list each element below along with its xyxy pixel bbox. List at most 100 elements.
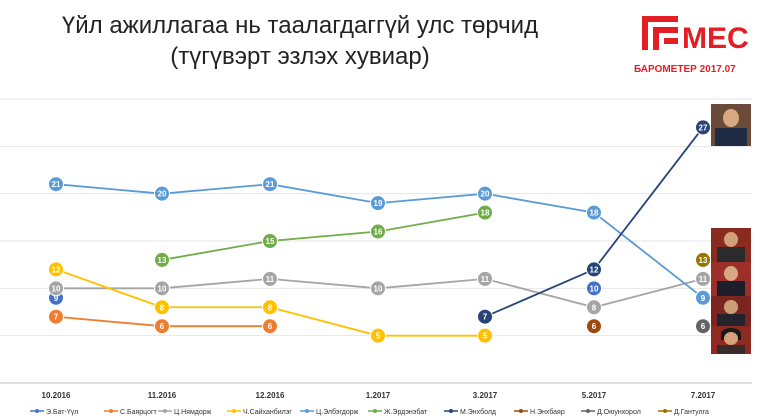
legend-label: Д.Гантулга: [674, 409, 709, 416]
logo-subtitle: БАРОМЕТЕР 2017.07: [634, 64, 736, 75]
data-label: 8: [592, 303, 597, 312]
data-point-marker: [370, 195, 386, 212]
title-line-2: (түгүвэрт эзлэх хувиар): [170, 43, 430, 70]
data-point-marker: [695, 119, 711, 136]
x-tick-label: 5.2017: [582, 391, 607, 400]
politician-photo-oyunkhorol: [711, 326, 751, 354]
legend-marker: [305, 409, 309, 413]
data-label: 10: [158, 284, 167, 293]
data-point-marker: [695, 270, 711, 287]
data-point-marker: [477, 185, 493, 202]
data-point: 12: [586, 261, 602, 278]
data-point: 7: [477, 308, 493, 325]
legend-marker: [373, 409, 377, 413]
data-point: 11: [262, 270, 278, 287]
legend-label: Э.Бат-Үүл: [46, 409, 78, 416]
data-label: 18: [481, 209, 490, 218]
data-point: 21: [262, 176, 278, 193]
data-label: 10: [374, 284, 383, 293]
chart-title: Үйл ажиллагаа нь таалагдаггүй улс төрчид…: [0, 10, 600, 72]
logo-mark-icon: МЕС БАРОМЕТЕР 2017.07: [634, 16, 749, 75]
data-label: 6: [592, 322, 597, 331]
data-label: 20: [158, 190, 167, 199]
data-label: 9: [54, 294, 59, 303]
data-label: 5: [483, 332, 488, 341]
legend-item: Ц.Элбэгдорж: [300, 408, 359, 416]
legend-label: Ц.Элбэгдорж: [316, 408, 359, 416]
data-point: 10: [154, 280, 170, 297]
data-point: 6: [154, 318, 170, 335]
data-label: 6: [268, 322, 273, 331]
data-point: 15: [262, 233, 278, 249]
data-point: 11: [477, 270, 493, 287]
legend-label: С.Баярцогт: [120, 409, 158, 416]
data-point-marker: [154, 280, 170, 297]
x-tick-label: 1.2017: [366, 391, 391, 400]
data-point-marker: [370, 327, 386, 344]
data-point: 10: [370, 280, 386, 297]
data-point-marker: [262, 176, 278, 193]
data-point: 8: [154, 299, 170, 316]
data-point: 27: [695, 119, 711, 136]
data-point-marker: [586, 204, 602, 221]
series-line: [161, 211, 486, 261]
legend-marker: [35, 409, 39, 413]
data-point: 13: [154, 251, 170, 268]
data-label: 11: [481, 275, 490, 284]
data-label: 16: [374, 228, 383, 237]
data-point: 18: [586, 204, 602, 221]
x-tick-label: 11.2016: [148, 391, 177, 400]
politician-photo-elbegdorj: [711, 296, 751, 326]
data-point-marker: [586, 299, 602, 316]
data-label: 18: [590, 209, 599, 218]
data-point-marker: [477, 270, 493, 287]
data-points: 9 7 6 6 10 10 11 10 11 8 11 12 8 8 5 5 21 20 21 19 20 18 9 13 15…: [48, 119, 711, 344]
data-label: 12: [52, 265, 61, 274]
data-label: 5: [376, 332, 381, 341]
legend-label: Д.Оюунхорол: [597, 409, 641, 416]
legend-item: Н.Энхбаяр: [514, 408, 565, 416]
legend-marker: [232, 409, 236, 413]
data-point: 12: [48, 261, 64, 278]
data-point-marker: [695, 289, 711, 306]
data-point: 20: [154, 185, 170, 202]
politician-photo-enkhbold: [711, 104, 751, 146]
legend-label: Ж.Эрдэнэбат: [384, 408, 428, 416]
data-point: 8: [586, 299, 602, 316]
mes-logo: МЕС БАРОМЕТЕР 2017.07: [632, 8, 762, 78]
title-line-1: Үйл ажиллагаа нь таалагдаггүй улс төрчид: [61, 12, 539, 39]
data-point-marker: [154, 185, 170, 202]
data-label: 13: [158, 256, 167, 265]
x-tick-label: 10.2016: [42, 391, 71, 400]
data-point-marker: [477, 204, 493, 221]
data-label: 13: [699, 256, 708, 265]
data-point-marker: [586, 318, 602, 335]
x-tick-label: 12.2016: [256, 391, 285, 400]
data-label: 19: [374, 199, 383, 208]
legend: Э.Бат-Үүл С.Баярцогт Ц.Нямдорж Ч.Сайханбилэ…: [30, 408, 709, 416]
data-label: 7: [54, 313, 59, 322]
legend-item: С.Баярцогт: [104, 409, 158, 416]
legend-marker: [109, 409, 113, 413]
data-point: 5: [370, 327, 386, 344]
data-point: 11: [695, 270, 711, 287]
x-tick-label: 7.2017: [691, 391, 716, 400]
data-point: 21: [48, 176, 64, 193]
data-label: 7: [483, 313, 488, 322]
data-label: 6: [160, 322, 165, 331]
data-label: 21: [52, 180, 61, 189]
data-point-marker: [48, 280, 64, 297]
data-point: 9: [695, 289, 711, 306]
data-point: 7: [48, 308, 64, 325]
data-point: 19: [370, 195, 386, 212]
legend-item: Ц.Нямдорж: [158, 409, 212, 416]
data-label: 27: [699, 123, 708, 132]
data-point-marker: [370, 280, 386, 297]
data-point-marker: [586, 280, 602, 297]
legend-item: Ж.Эрдэнэбат: [368, 408, 428, 416]
data-point-marker: [262, 299, 278, 316]
data-label: 11: [699, 275, 708, 284]
legend-label: М.Энхболд: [460, 408, 496, 416]
data-point-marker: [262, 270, 278, 287]
data-label: 9: [701, 294, 706, 303]
